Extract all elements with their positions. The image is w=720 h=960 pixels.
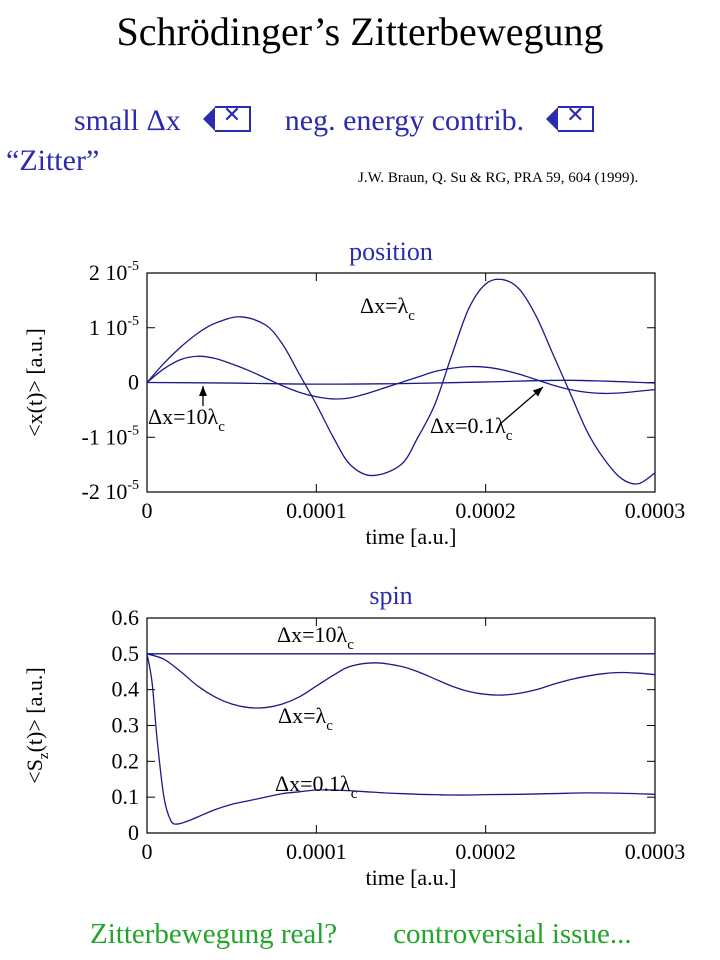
headline-part-a: small Δx [74, 104, 181, 137]
x-tick-label: 0.0001 [286, 498, 347, 523]
x-axis-label: time [a.u.] [365, 524, 456, 548]
spin-chart: spin 0 0.0001 0.0002 0.0003 0 0.1 0.2 0.3 0.4 0.5 0… [22, 581, 686, 890]
y-tick-label: -1 10-5 [82, 423, 140, 449]
y-tick-label: 0 [128, 370, 139, 395]
title-part-1: Schr [116, 9, 190, 54]
series-annotation: Δx=0.1λc [430, 413, 513, 444]
x-tick-label: 0.0001 [286, 839, 347, 864]
y-tick-label: 0.4 [112, 677, 140, 702]
series-annotation: Δx=λc [360, 293, 415, 324]
x-tick-label: 0.0003 [625, 839, 686, 864]
headline-line: small Δx neg. energy contrib. [74, 102, 598, 138]
footer-left: Zitterbewegung real? [90, 918, 338, 950]
arrow-head [532, 387, 543, 397]
plot-frame [146, 617, 656, 834]
footer: Zitterbewegung real? controversial issue.… [90, 918, 632, 951]
title-part-3: dinger’s Zitterbewegung [209, 9, 604, 54]
x-axis-label: time [a.u.] [365, 865, 456, 890]
headline-part-b: neg. energy contrib. [284, 104, 525, 137]
y-tick-label: 2 10-5 [89, 259, 139, 285]
series-line-1 [146, 355, 656, 400]
y-tick-label: 1 10-5 [89, 314, 139, 340]
series-line-2 [146, 379, 656, 385]
reference-citation: J.W. Braun, Q. Su & RG, PRA 59, 604 (199… [358, 170, 639, 186]
series-annotation: Δx=λc [278, 703, 333, 734]
erase-arrow-icon [202, 102, 251, 132]
y-tick-label: -2 10-5 [82, 478, 140, 504]
x-tick-label: 0.0002 [455, 839, 516, 864]
x-tick-label: 0.0003 [625, 498, 686, 523]
y-tick-label: 0.2 [112, 748, 140, 773]
y-tick-label: 0.1 [112, 784, 140, 809]
y-axis-label: <x(t)> [a.u.] [22, 328, 47, 437]
series-annotation: Δx=0.1λc [275, 771, 358, 802]
y-tick-label: 0.3 [112, 713, 140, 738]
series-line-2 [146, 653, 656, 825]
y-tick-label: 0 [128, 820, 139, 845]
y-tick-label: 0.6 [112, 605, 140, 630]
chart-title: position [349, 237, 433, 266]
y-axis-label: <Sz(t)> [a.u.] [22, 667, 52, 783]
x-tick-label: 0 [142, 498, 153, 523]
series-line-1 [146, 653, 656, 709]
chart-title: spin [369, 581, 412, 610]
zitter-label: “Zitter” [6, 144, 100, 177]
series-annotation: Δx=10λc [148, 404, 225, 435]
position-chart: position 0 0.0001 0.0002 0.0003 2 10-5 1 10-5 0… [22, 237, 686, 548]
arrow-head [199, 386, 207, 396]
series-annotation: Δx=10λc [277, 622, 354, 653]
x-tick-label: 0.0002 [455, 498, 516, 523]
x-tick-label: 0 [142, 839, 153, 864]
page-title: Schrödinger’s Zitterbewegung [0, 8, 720, 55]
erase-arrow-icon [546, 102, 595, 132]
series-line-0 [146, 278, 656, 485]
title-part-2: ö [189, 9, 210, 54]
footer-right: controversial issue... [393, 918, 632, 950]
y-tick-label: 0.5 [112, 641, 140, 666]
